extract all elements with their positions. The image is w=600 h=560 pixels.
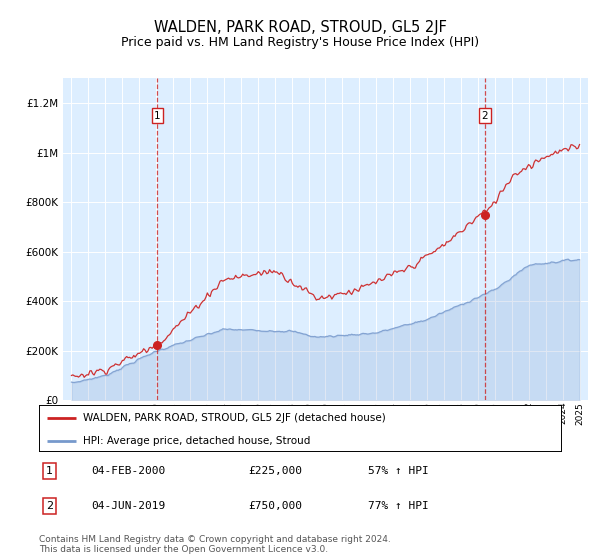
Text: WALDEN, PARK ROAD, STROUD, GL5 2JF (detached house): WALDEN, PARK ROAD, STROUD, GL5 2JF (deta… <box>83 413 386 423</box>
Text: 2: 2 <box>46 501 53 511</box>
Text: 1: 1 <box>46 466 53 476</box>
Text: 57% ↑ HPI: 57% ↑ HPI <box>368 466 428 476</box>
Text: 77% ↑ HPI: 77% ↑ HPI <box>368 501 428 511</box>
Text: £225,000: £225,000 <box>248 466 302 476</box>
Text: Price paid vs. HM Land Registry's House Price Index (HPI): Price paid vs. HM Land Registry's House … <box>121 36 479 49</box>
Text: 04-JUN-2019: 04-JUN-2019 <box>91 501 166 511</box>
Text: 2: 2 <box>482 111 488 120</box>
Text: 1: 1 <box>154 111 161 120</box>
Text: £750,000: £750,000 <box>248 501 302 511</box>
Text: Contains HM Land Registry data © Crown copyright and database right 2024.
This d: Contains HM Land Registry data © Crown c… <box>39 535 391 554</box>
Text: HPI: Average price, detached house, Stroud: HPI: Average price, detached house, Stro… <box>83 436 311 446</box>
Text: 04-FEB-2000: 04-FEB-2000 <box>91 466 166 476</box>
Text: WALDEN, PARK ROAD, STROUD, GL5 2JF: WALDEN, PARK ROAD, STROUD, GL5 2JF <box>154 20 446 35</box>
